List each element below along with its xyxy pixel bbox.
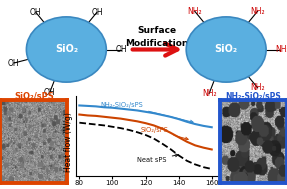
Text: Modification: Modification [126,39,189,48]
Text: NH₂-SiO₂/sPS: NH₂-SiO₂/sPS [101,102,193,123]
Text: NH₂: NH₂ [275,45,287,54]
Text: NH₂-SiO₂/sPS: NH₂-SiO₂/sPS [225,92,281,101]
Circle shape [26,17,106,82]
Text: NH₂: NH₂ [250,7,265,16]
Text: SiO₂: SiO₂ [215,44,238,54]
Text: OH: OH [30,8,42,17]
Text: SiO₂: SiO₂ [55,44,78,54]
Text: Heat flow (W/g): Heat flow (W/g) [64,112,73,172]
Text: NH₂: NH₂ [187,7,202,16]
Text: OH: OH [44,88,56,97]
Text: SiO₂/sPS: SiO₂/sPS [141,127,188,140]
Text: NH₂: NH₂ [250,83,265,92]
Text: NH₂: NH₂ [202,89,216,98]
Text: OH: OH [116,45,127,54]
Text: Surface: Surface [138,26,177,35]
Text: SiO₂/sPS: SiO₂/sPS [15,92,54,101]
Circle shape [186,17,266,82]
Text: Neat sPS: Neat sPS [137,154,178,163]
Text: OH: OH [8,59,20,67]
Text: OH: OH [91,8,103,17]
